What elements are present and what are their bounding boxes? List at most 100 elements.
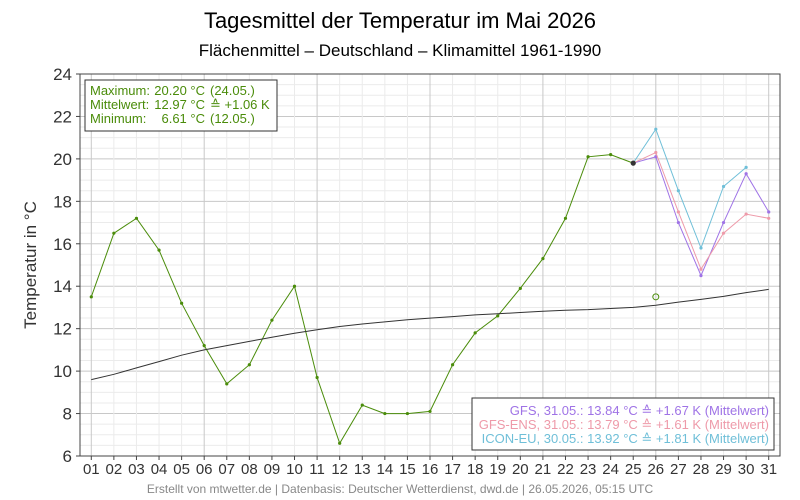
- data-point-icon_eu: [676, 189, 680, 193]
- x-tick-label: 05: [173, 461, 190, 478]
- data-point-observed: [292, 284, 297, 288]
- data-point-observed: [428, 409, 432, 414]
- x-tick-label: 31: [760, 461, 777, 478]
- stats-max-label: Maximum:: [90, 83, 150, 98]
- data-point-observed: [405, 411, 410, 416]
- chart-subtitle: Flächenmittel – Deutschland – Klimamitte…: [199, 41, 602, 60]
- x-tick-label: 22: [557, 461, 574, 478]
- x-tick-label: 26: [647, 461, 664, 478]
- x-tick-label: 29: [715, 461, 732, 478]
- x-tick-label: 20: [512, 461, 529, 478]
- data-point-gfs: [767, 210, 771, 214]
- data-point-gfs_ens: [721, 231, 726, 235]
- data-point-observed: [180, 301, 184, 305]
- y-tick-label: 22: [53, 107, 72, 126]
- x-tick-label: 13: [354, 461, 371, 478]
- data-point-gfs_ens: [744, 212, 748, 216]
- x-tick-label: 16: [422, 461, 439, 478]
- stats-box: Maximum: 20.20 °C (24.05.) Mittelwert: 1…: [84, 79, 278, 132]
- data-point-icon_eu: [654, 127, 658, 131]
- y-ticks: 6 8 10 12 14 16 18 20 22 24: [53, 65, 80, 466]
- y-axis-label: Temperatur in °C: [21, 201, 40, 329]
- x-tick-label: 04: [151, 461, 168, 478]
- markers-layer: [630, 160, 660, 301]
- stats-max-value: 20.20 °C: [154, 83, 205, 98]
- chart-title: Tagesmittel der Temperatur im Mai 2026: [204, 8, 596, 33]
- data-point-observed: [518, 286, 522, 290]
- data-point-observed: [112, 231, 116, 235]
- data-point-observed: [89, 295, 93, 299]
- x-tick-label: 03: [128, 461, 145, 478]
- data-point-observed: [450, 363, 455, 367]
- x-tick-label: 01: [83, 461, 100, 478]
- data-point-observed: [338, 441, 342, 445]
- data-point-gfs_ens: [676, 210, 680, 214]
- y-tick-label: 8: [63, 405, 72, 424]
- legend-gfs-ens: GFS-ENS, 31.05.: 13.79 °C ≙ +1.61 K (Mit…: [479, 417, 769, 432]
- y-tick-label: 18: [53, 192, 72, 211]
- x-tick-label: 23: [580, 461, 597, 478]
- data-point-gfs_ens: [654, 150, 658, 155]
- x-tick-label: 06: [196, 461, 213, 478]
- footer: Erstellt von mtwetter.de | Datenbasis: D…: [147, 482, 654, 496]
- stats-box-frame: [84, 79, 278, 132]
- x-tick-label: 19: [489, 461, 506, 478]
- data-point-icon_eu: [744, 165, 748, 169]
- x-tick-label: 07: [218, 461, 235, 478]
- stats-mean-value: 12.97 °C: [154, 97, 205, 112]
- data-point-observed: [360, 403, 364, 407]
- y-tick-label: 12: [53, 320, 72, 339]
- data-point-gfs: [721, 220, 726, 225]
- legend-icon-eu: ICON-EU, 30.05.: 13.92 °C ≙ +1.81 K (Mit…: [482, 431, 769, 446]
- y-tick-label: 10: [53, 362, 72, 381]
- y-tick-label: 6: [63, 447, 72, 466]
- data-point-observed: [315, 375, 319, 380]
- stats-min-extra: (12.05.): [210, 111, 255, 126]
- data-point-observed: [157, 248, 161, 252]
- x-tick-label: 21: [535, 461, 552, 478]
- x-tick-label: 12: [331, 461, 348, 478]
- forecast-legend: GFS, 31.05.: 13.84 °C ≙ +1.67 K (Mittelw…: [471, 397, 775, 451]
- y-tick-label: 24: [53, 65, 72, 84]
- stats-mean-label: Mittelwert:: [90, 97, 149, 112]
- x-tick-label: 30: [738, 461, 755, 478]
- data-point-observed: [473, 331, 477, 335]
- data-point-gfs_ens: [767, 216, 771, 220]
- data-point-observed: [563, 216, 568, 220]
- data-point-observed: [586, 155, 590, 159]
- data-point-observed: [247, 363, 251, 367]
- data-point-icon_eu: [721, 184, 726, 189]
- series-layer: [89, 127, 771, 445]
- grid: [80, 73, 780, 457]
- x-tick-label: 18: [467, 461, 484, 478]
- y-tick-label: 20: [53, 150, 72, 169]
- data-point-observed: [609, 153, 613, 157]
- x-tick-label: 02: [106, 461, 123, 478]
- data-point-observed: [202, 344, 206, 348]
- x-tick-label: 25: [625, 461, 642, 478]
- stats-min-label: Minimum:: [90, 111, 146, 126]
- data-point-gfs: [744, 172, 748, 176]
- data-point-gfs: [676, 220, 680, 225]
- y-tick-label: 16: [53, 235, 72, 254]
- x-tick-label: 14: [376, 461, 393, 478]
- data-point-observed: [496, 314, 500, 318]
- x-tick-label: 10: [286, 461, 303, 478]
- y-tick-label: 14: [53, 277, 72, 296]
- x-tick-label: 09: [264, 461, 281, 478]
- series-line-icon_eu: [632, 128, 747, 250]
- stats-min-value: 6.61 °C: [161, 111, 205, 126]
- stats-mean-extra: ≙ +1.06 K: [210, 97, 270, 112]
- data-point-gfs_ens: [699, 267, 703, 271]
- data-point-observed: [225, 382, 229, 386]
- data-point-observed: [541, 257, 545, 261]
- forecast-legend-frame: [471, 397, 775, 451]
- marker-last-observed: [630, 160, 636, 166]
- data-point-gfs: [699, 274, 703, 278]
- x-tick-label: 24: [602, 461, 619, 478]
- marker-anomaly-point: [652, 293, 660, 301]
- series-line-climate: [91, 288, 769, 381]
- data-point-icon_eu: [699, 246, 703, 250]
- legend-gfs: GFS, 31.05.: 13.84 °C ≙ +1.67 K (Mittelw…: [510, 403, 769, 418]
